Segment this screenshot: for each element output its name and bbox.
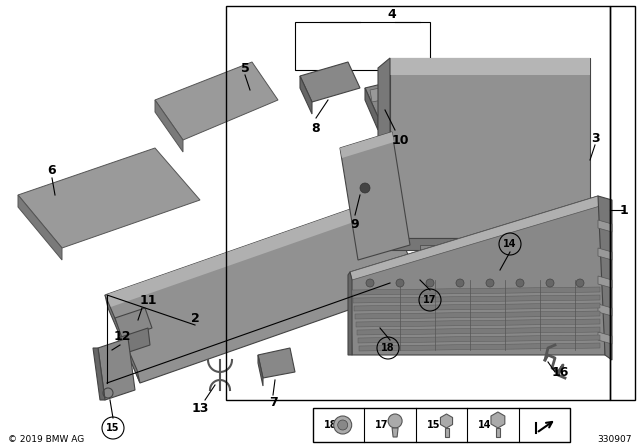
Text: 6: 6	[48, 164, 56, 177]
Polygon shape	[118, 328, 150, 355]
Polygon shape	[390, 238, 590, 250]
Text: 8: 8	[312, 121, 320, 134]
Polygon shape	[598, 276, 612, 288]
Polygon shape	[93, 348, 105, 400]
Text: 7: 7	[269, 396, 277, 409]
Text: 17: 17	[423, 295, 436, 305]
Text: 3: 3	[591, 132, 599, 145]
Polygon shape	[340, 132, 394, 158]
Text: 18: 18	[381, 343, 395, 353]
Circle shape	[366, 279, 374, 287]
Text: 5: 5	[241, 61, 250, 74]
Polygon shape	[18, 195, 62, 260]
Polygon shape	[350, 196, 608, 355]
Text: 17: 17	[375, 420, 389, 430]
Polygon shape	[460, 245, 478, 255]
Polygon shape	[18, 148, 200, 248]
Polygon shape	[258, 348, 295, 378]
Polygon shape	[258, 355, 263, 386]
Polygon shape	[105, 295, 140, 383]
Polygon shape	[392, 428, 398, 437]
Polygon shape	[440, 414, 452, 428]
Circle shape	[360, 183, 370, 193]
Polygon shape	[105, 197, 388, 308]
Polygon shape	[98, 338, 135, 400]
Circle shape	[576, 279, 584, 287]
Circle shape	[338, 420, 348, 430]
Polygon shape	[385, 88, 397, 102]
Polygon shape	[598, 304, 612, 316]
Text: 10: 10	[391, 134, 409, 146]
Polygon shape	[378, 58, 390, 248]
Polygon shape	[445, 428, 449, 437]
Text: 18: 18	[324, 420, 337, 430]
Polygon shape	[365, 76, 428, 117]
Polygon shape	[348, 272, 352, 355]
Polygon shape	[300, 62, 360, 102]
Polygon shape	[496, 428, 500, 437]
Text: 11: 11	[140, 293, 157, 306]
Circle shape	[396, 279, 404, 287]
Circle shape	[546, 279, 554, 287]
Polygon shape	[300, 76, 312, 114]
Bar	[226, 6, 610, 400]
Text: 12: 12	[113, 331, 131, 344]
Text: 330907: 330907	[598, 435, 632, 444]
Polygon shape	[115, 308, 152, 338]
Text: 2: 2	[191, 311, 200, 324]
Polygon shape	[352, 287, 600, 295]
Polygon shape	[105, 197, 420, 383]
Polygon shape	[420, 245, 438, 255]
Polygon shape	[370, 88, 382, 102]
Polygon shape	[356, 319, 600, 327]
Circle shape	[456, 279, 464, 287]
Polygon shape	[155, 62, 278, 140]
Polygon shape	[350, 196, 600, 280]
Polygon shape	[155, 100, 183, 152]
Polygon shape	[390, 58, 590, 75]
Text: 4: 4	[388, 8, 396, 21]
Text: 15: 15	[427, 420, 440, 430]
Polygon shape	[354, 303, 600, 311]
Text: 9: 9	[351, 219, 359, 232]
Polygon shape	[358, 335, 600, 343]
Polygon shape	[598, 332, 612, 344]
Bar	[610, 6, 635, 400]
Text: 1: 1	[620, 203, 628, 216]
Polygon shape	[355, 311, 600, 319]
Polygon shape	[598, 220, 612, 232]
Polygon shape	[353, 295, 600, 303]
Polygon shape	[357, 327, 600, 335]
Circle shape	[388, 414, 402, 428]
Text: 16: 16	[551, 366, 569, 379]
Polygon shape	[365, 88, 378, 130]
Text: © 2019 BMW AG: © 2019 BMW AG	[8, 435, 84, 444]
Circle shape	[426, 279, 434, 287]
Polygon shape	[491, 412, 505, 428]
Polygon shape	[352, 167, 385, 202]
Circle shape	[486, 279, 494, 287]
Polygon shape	[340, 132, 410, 260]
Text: 13: 13	[191, 401, 209, 414]
Bar	[313, 408, 570, 442]
Polygon shape	[390, 58, 590, 238]
Text: 14: 14	[503, 239, 516, 249]
Polygon shape	[598, 248, 612, 260]
Circle shape	[516, 279, 524, 287]
Text: 14: 14	[478, 420, 492, 430]
Polygon shape	[359, 343, 600, 351]
Polygon shape	[598, 196, 612, 360]
Text: 15: 15	[106, 423, 120, 433]
Circle shape	[333, 416, 352, 434]
Polygon shape	[400, 88, 412, 102]
